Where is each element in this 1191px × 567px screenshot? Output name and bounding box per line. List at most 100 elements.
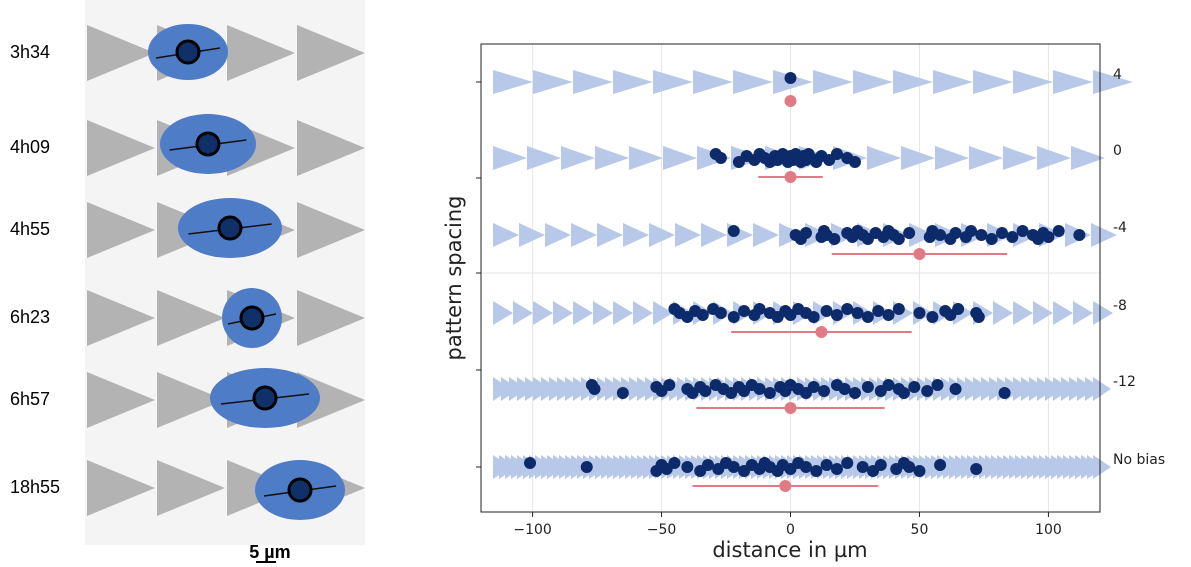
row-label: 4 bbox=[1113, 67, 1122, 83]
time-label: 6h57 bbox=[10, 389, 50, 409]
point bbox=[524, 457, 537, 469]
point bbox=[926, 311, 939, 323]
pattern-triangle bbox=[157, 290, 225, 346]
pattern-triangle bbox=[1093, 377, 1111, 401]
pattern-triangle bbox=[157, 372, 225, 428]
pattern-triangle bbox=[629, 146, 663, 170]
pattern-triangle bbox=[1033, 301, 1053, 325]
point bbox=[913, 307, 926, 319]
nucleus bbox=[239, 305, 265, 331]
point bbox=[807, 381, 820, 393]
time-label: 3h34 bbox=[10, 42, 50, 62]
pattern-triangle bbox=[561, 146, 595, 170]
point bbox=[1006, 231, 1019, 243]
pattern-triangle bbox=[597, 223, 623, 247]
point bbox=[681, 461, 694, 473]
pattern-triangle bbox=[297, 120, 365, 176]
point bbox=[970, 463, 983, 475]
point bbox=[892, 233, 905, 245]
point bbox=[995, 227, 1008, 239]
pattern-triangle bbox=[87, 460, 155, 516]
pattern-triangle bbox=[973, 70, 1013, 94]
pattern-triangle bbox=[573, 70, 613, 94]
pattern-triangle bbox=[933, 70, 973, 94]
x-tick-label: 50 bbox=[911, 522, 929, 538]
pattern-triangle bbox=[493, 223, 519, 247]
pattern-triangle bbox=[1093, 70, 1133, 94]
pattern-triangle bbox=[993, 301, 1013, 325]
mean-point bbox=[913, 248, 926, 260]
point bbox=[965, 225, 978, 237]
point bbox=[921, 385, 934, 397]
point bbox=[848, 156, 861, 168]
mean-point bbox=[784, 402, 797, 414]
point bbox=[714, 152, 727, 164]
pattern-triangle bbox=[753, 223, 779, 247]
point bbox=[1052, 225, 1065, 237]
nucleus bbox=[217, 215, 243, 241]
left-panel: 3h34 4h09 4h55 6h23 6h57 18h55 bbox=[10, 24, 365, 520]
pattern-triangle bbox=[901, 146, 935, 170]
point bbox=[851, 307, 864, 319]
point bbox=[799, 461, 812, 473]
point bbox=[872, 305, 885, 317]
pattern-triangle bbox=[1003, 146, 1037, 170]
row-label: 0 bbox=[1113, 143, 1122, 159]
point bbox=[861, 311, 874, 323]
point bbox=[810, 465, 823, 477]
pattern-triangle bbox=[663, 146, 697, 170]
point bbox=[848, 387, 861, 399]
point bbox=[949, 383, 962, 395]
mean-point bbox=[784, 171, 797, 183]
point bbox=[820, 305, 833, 317]
point bbox=[820, 459, 833, 471]
point bbox=[949, 227, 962, 239]
point bbox=[841, 457, 854, 469]
mean-point bbox=[779, 480, 792, 492]
point bbox=[701, 459, 714, 471]
pattern-triangle bbox=[653, 70, 693, 94]
x-tick-label: −50 bbox=[647, 522, 677, 538]
point bbox=[934, 229, 947, 241]
point bbox=[861, 381, 874, 393]
y-axis-label: pattern spacing bbox=[442, 196, 466, 361]
scale-bar-label: 5 µm bbox=[249, 542, 290, 562]
point bbox=[952, 303, 965, 315]
pattern-triangle bbox=[297, 290, 365, 346]
point bbox=[931, 379, 944, 391]
point bbox=[882, 379, 895, 391]
point bbox=[830, 463, 843, 475]
pattern-triangle bbox=[649, 223, 675, 247]
nucleus bbox=[287, 477, 313, 503]
pattern-triangle bbox=[693, 70, 733, 94]
point bbox=[663, 379, 676, 391]
point bbox=[727, 225, 740, 237]
pattern-triangle bbox=[533, 70, 573, 94]
pattern-triangle bbox=[533, 301, 553, 325]
pattern-triangle bbox=[613, 70, 653, 94]
pattern-triangle bbox=[553, 301, 573, 325]
pattern-triangle bbox=[571, 223, 597, 247]
point bbox=[830, 309, 843, 321]
pattern-triangle bbox=[87, 25, 155, 81]
point bbox=[818, 385, 831, 397]
pattern-triangle bbox=[297, 202, 365, 258]
pattern-triangle bbox=[573, 301, 593, 325]
x-tick-label: 0 bbox=[786, 522, 795, 538]
time-label: 6h23 bbox=[10, 307, 50, 327]
point bbox=[727, 461, 740, 473]
pattern-triangle bbox=[1053, 301, 1073, 325]
pattern-triangle bbox=[87, 120, 155, 176]
point bbox=[763, 387, 776, 399]
pattern-triangle bbox=[297, 25, 365, 81]
mean-point bbox=[815, 326, 828, 338]
pattern-triangle bbox=[1013, 70, 1053, 94]
pattern-triangle bbox=[633, 301, 653, 325]
image-panel bbox=[85, 0, 365, 545]
point bbox=[753, 303, 766, 315]
nucleus bbox=[175, 39, 201, 65]
pattern-triangle bbox=[527, 146, 561, 170]
mean-point bbox=[784, 95, 797, 107]
point bbox=[668, 457, 681, 469]
